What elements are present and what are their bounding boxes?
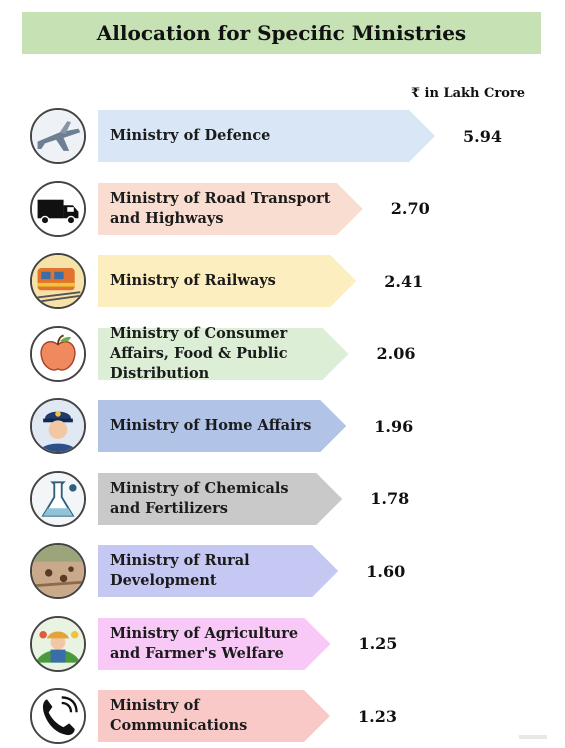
bar-shape — [98, 690, 330, 742]
bar-label: Ministry of Defence — [110, 127, 271, 144]
bar: Ministry of Chemicals and Fertilizers — [98, 472, 343, 525]
bar-row: Ministry of Home Affairs 1.96 — [0, 398, 565, 458]
bar: Ministry of Home Affairs — [98, 400, 347, 452]
truck-icon — [30, 180, 86, 237]
apple-icon — [30, 325, 86, 382]
bar: Ministry of Rural Development — [98, 545, 339, 597]
bar-label: Ministry of Home Affairs — [110, 417, 312, 434]
lab-icon — [30, 470, 86, 527]
value-label: 2.70 — [390, 199, 430, 218]
bar: Ministry of Railways — [98, 255, 357, 307]
bar-label: Ministry of Communications — [110, 697, 248, 734]
value-label: 1.78 — [370, 489, 410, 508]
bar-shape — [98, 545, 339, 597]
bar-label: Ministry of Rural Development — [110, 552, 250, 589]
bar-label: Ministry of Railways — [110, 272, 276, 289]
value-label: 5.94 — [463, 126, 502, 146]
value-label: 1.25 — [358, 634, 398, 653]
bar-shape — [98, 255, 357, 307]
bar: Ministry of Consumer Affairs, Food & Pub… — [98, 324, 349, 382]
police-icon — [30, 398, 86, 454]
bar: Ministry of Defence — [98, 110, 435, 162]
bar-label: Ministry of Chemicals and Fertilizers — [110, 479, 289, 517]
bar-row: Ministry of Railways 2.41 — [0, 253, 565, 313]
bar-row: Ministry of Communications 1.23 — [0, 688, 565, 748]
bar-shape — [98, 182, 363, 235]
bar-label: Ministry of Agriculture and Farmer's Wel… — [110, 624, 299, 662]
value-label: 1.96 — [374, 416, 414, 436]
value-label: 1.60 — [366, 561, 406, 581]
bar-shape — [98, 110, 435, 162]
bar-label: Ministry of Road Transport and Highways — [110, 189, 331, 227]
bar-row: Ministry of Road Transport and Highways 2… — [0, 180, 565, 241]
bar: Ministry of Road Transport and Highways — [98, 182, 363, 235]
bar-row: Ministry of Rural Development 1.60 — [0, 543, 565, 603]
phone-icon — [30, 688, 86, 744]
bar-shape — [98, 617, 331, 670]
value-label: 2.06 — [376, 344, 416, 363]
bar-shape — [98, 472, 343, 525]
bar-row: Ministry of Chemicals and Fertilizers 1.7… — [0, 470, 565, 531]
bar-row: Ministry of Consumer Affairs, Food & Pub… — [0, 324, 565, 386]
field-icon — [30, 543, 86, 599]
farmer-icon — [30, 615, 86, 672]
bar-row: Ministry of Agriculture and Farmer's Wel… — [0, 615, 565, 676]
value-label: 2.41 — [384, 271, 424, 291]
jet-icon — [30, 108, 86, 164]
unit-label: ₹ in Lakh Crore — [410, 86, 525, 101]
train-icon — [30, 253, 86, 309]
bar-shape — [98, 400, 347, 452]
bar-label: Ministry of Consumer Affairs, Food & Pub… — [110, 324, 288, 382]
value-label: 1.23 — [358, 706, 397, 726]
scroll-hint — [519, 735, 547, 739]
bar: Ministry of Communications — [98, 690, 330, 742]
bar-shape — [98, 327, 349, 380]
bar-row: Ministry of Defence 5.94 — [0, 108, 565, 168]
chart-title: Allocation for Specific Ministries — [22, 12, 541, 54]
bar: Ministry of Agriculture and Farmer's Wel… — [98, 617, 331, 670]
